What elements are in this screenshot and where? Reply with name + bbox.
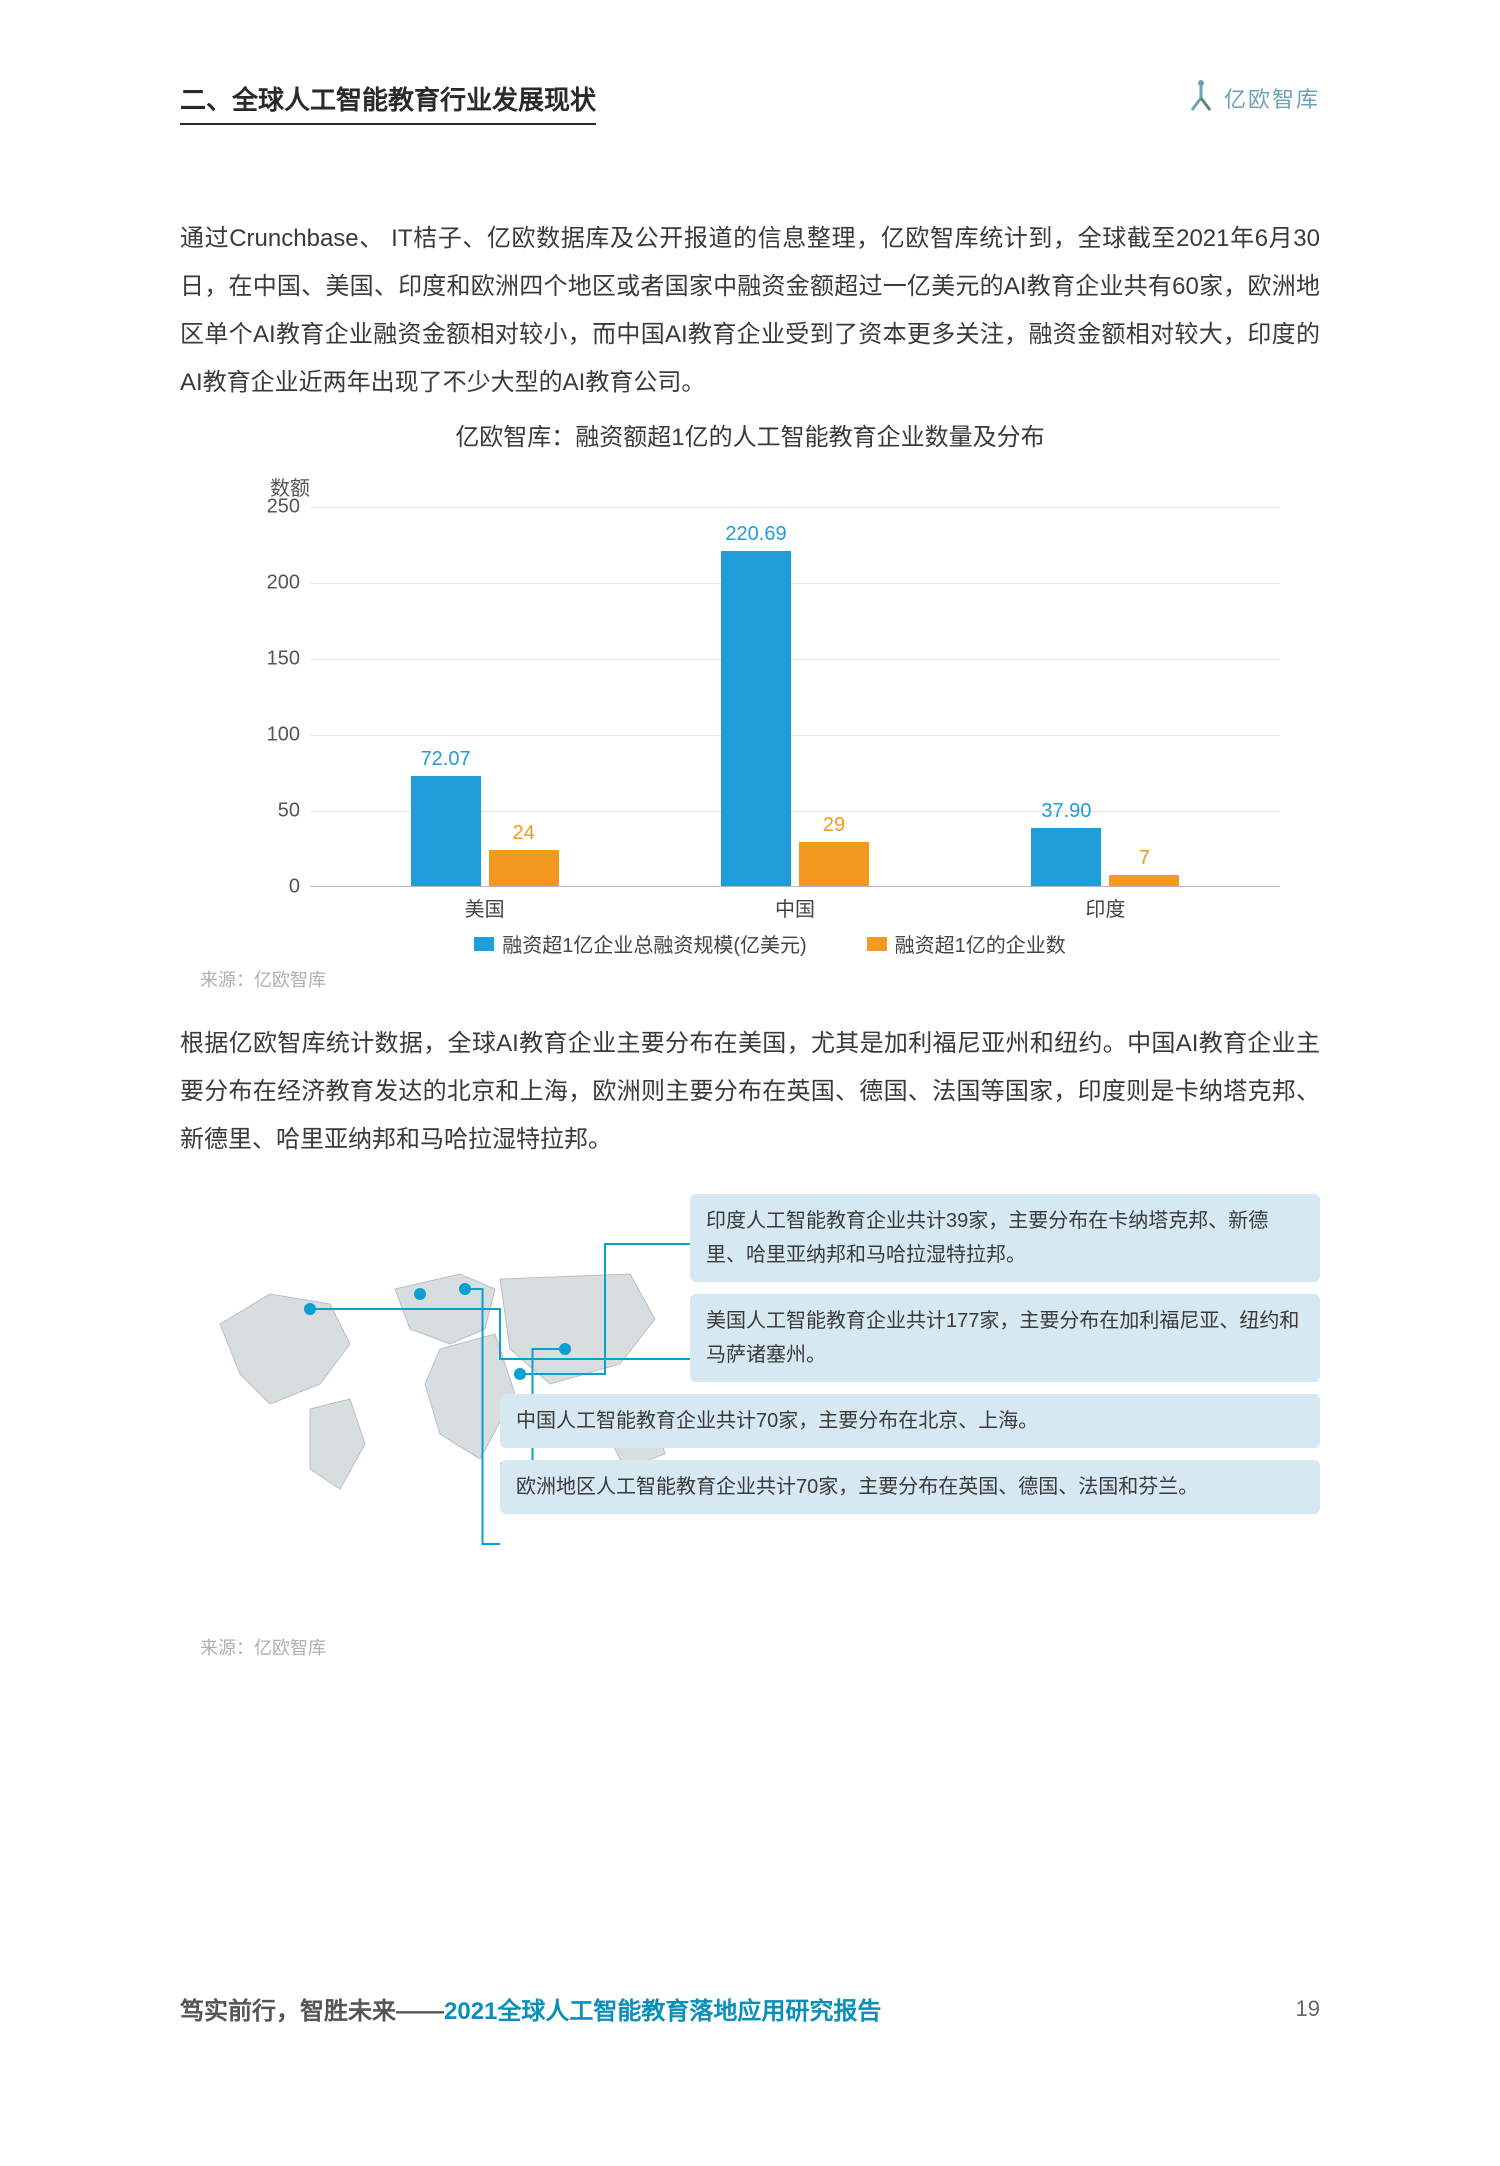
logo-icon xyxy=(1186,80,1216,116)
footer-prefix: 笃实前行，智胜未来—— xyxy=(180,1998,444,2025)
bar-value-label: 72.07 xyxy=(421,748,471,771)
map-section: 印度人工智能教育企业共计39家，主要分布在卡纳塔克邦、新德里、哈里亚纳邦和马哈拉… xyxy=(180,1194,1320,1634)
bar-chart: 数额 05010015020025072.0724220.692937.907 … xyxy=(240,472,1300,958)
bar-group: 220.6929 xyxy=(695,551,895,886)
x-tick-label: 印度 xyxy=(1085,893,1125,922)
paragraph-2: 根据亿欧智库统计数据，全球AI教育企业主要分布在美国，尤其是加利福尼亚州和纽约。… xyxy=(180,1020,1320,1164)
map-callout: 欧洲地区人工智能教育企业共计70家，主要分布在英国、德国、法国和芬兰。 xyxy=(500,1460,1320,1514)
bar-series2: 24 xyxy=(489,850,559,886)
bar-value-label: 220.69 xyxy=(725,523,786,546)
y-tick: 150 xyxy=(255,648,300,671)
map-source: 来源：亿欧智库 xyxy=(200,1634,1320,1660)
bar-group: 72.0724 xyxy=(385,776,585,886)
y-tick: 50 xyxy=(255,800,300,823)
bar-value-label: 37.90 xyxy=(1041,800,1091,823)
brand-logo: 亿欧智库 xyxy=(1186,80,1320,116)
chart-title: 亿欧智库：融资额超1亿的人工智能教育企业数量及分布 xyxy=(180,417,1320,452)
bar-series1: 72.07 xyxy=(411,776,481,886)
legend-swatch-1 xyxy=(474,937,494,951)
chart-source: 来源：亿欧智库 xyxy=(200,966,1320,992)
logo-text: 亿欧智库 xyxy=(1224,82,1320,114)
y-tick: 0 xyxy=(255,876,300,899)
bar-group: 37.90 7 xyxy=(1005,828,1205,886)
footer-title: 笃实前行，智胜未来——2021全球人工智能教育落地应用研究报告 xyxy=(180,1991,881,2026)
legend-swatch-2 xyxy=(867,937,887,951)
map-callout: 印度人工智能教育企业共计39家，主要分布在卡纳塔克邦、新德里、哈里亚纳邦和马哈拉… xyxy=(690,1194,1320,1282)
y-axis-title: 数额 xyxy=(270,472,1300,501)
bar-series1: 220.69 xyxy=(721,551,791,886)
bar-value-label: 7 xyxy=(1139,847,1150,870)
legend-item-2: 融资超1亿的企业数 xyxy=(867,929,1066,958)
section-heading: 二、全球人工智能教育行业发展现状 xyxy=(180,80,596,125)
page-header: 二、全球人工智能教育行业发展现状 亿欧智库 xyxy=(180,80,1320,125)
page-footer: 笃实前行，智胜未来——2021全球人工智能教育落地应用研究报告 19 xyxy=(180,1991,1320,2026)
map-callout: 美国人工智能教育企业共计177家，主要分布在加利福尼亚、纽约和马萨诸塞州。 xyxy=(690,1294,1320,1382)
page-number: 19 xyxy=(1296,1996,1320,2022)
plot-area: 05010015020025072.0724220.692937.907 xyxy=(310,507,1280,887)
y-tick: 250 xyxy=(255,496,300,519)
paragraph-1: 通过Crunchbase、 IT桔子、亿欧数据库及公开报道的信息整理，亿欧智库统… xyxy=(180,215,1320,407)
bar-series2: 29 xyxy=(799,842,869,886)
y-tick: 200 xyxy=(255,572,300,595)
x-tick-label: 美国 xyxy=(465,893,505,922)
bar-value-label: 29 xyxy=(823,814,845,837)
map-callout: 中国人工智能教育企业共计70家，主要分布在北京、上海。 xyxy=(500,1394,1320,1448)
legend-item-1: 融资超1亿企业总融资规模(亿美元) xyxy=(474,929,806,958)
bar-series2: 7 xyxy=(1109,875,1179,886)
legend-label-2: 融资超1亿的企业数 xyxy=(895,929,1066,958)
bar-series1: 37.90 xyxy=(1031,828,1101,886)
y-tick: 100 xyxy=(255,724,300,747)
chart-legend: 融资超1亿企业总融资规模(亿美元) 融资超1亿的企业数 xyxy=(240,929,1300,958)
bar-value-label: 24 xyxy=(512,822,534,845)
legend-label-1: 融资超1亿企业总融资规模(亿美元) xyxy=(502,929,806,958)
x-tick-label: 中国 xyxy=(775,893,815,922)
map-callouts: 印度人工智能教育企业共计39家，主要分布在卡纳塔克邦、新德里、哈里亚纳邦和马哈拉… xyxy=(690,1194,1320,1526)
x-axis-labels: 美国 中国 印度 xyxy=(310,887,1280,919)
footer-accent: 2021全球人工智能教育落地应用研究报告 xyxy=(444,1998,881,2025)
